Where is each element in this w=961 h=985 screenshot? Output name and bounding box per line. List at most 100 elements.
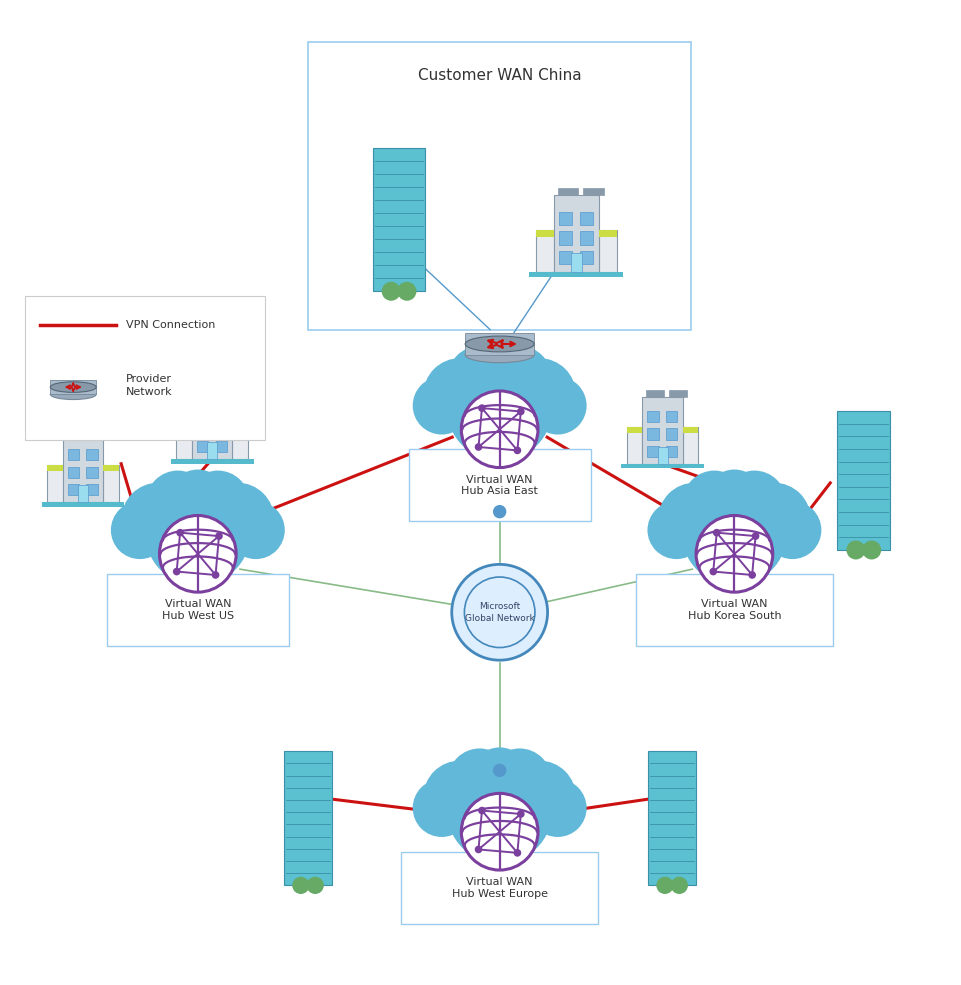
FancyBboxPatch shape bbox=[25, 296, 265, 439]
Ellipse shape bbox=[465, 336, 534, 352]
Circle shape bbox=[169, 470, 227, 528]
Text: Microsoft
Global Network: Microsoft Global Network bbox=[465, 602, 534, 623]
FancyBboxPatch shape bbox=[171, 459, 254, 464]
Circle shape bbox=[412, 779, 471, 837]
Ellipse shape bbox=[465, 347, 534, 362]
FancyBboxPatch shape bbox=[86, 467, 98, 478]
Circle shape bbox=[160, 515, 236, 592]
Circle shape bbox=[682, 471, 746, 534]
FancyBboxPatch shape bbox=[86, 484, 98, 495]
Circle shape bbox=[713, 529, 721, 537]
Circle shape bbox=[173, 567, 181, 575]
FancyBboxPatch shape bbox=[535, 230, 554, 272]
Circle shape bbox=[227, 501, 284, 559]
FancyBboxPatch shape bbox=[107, 574, 289, 646]
Circle shape bbox=[292, 877, 309, 894]
Circle shape bbox=[121, 483, 195, 557]
Text: VPN Connection: VPN Connection bbox=[126, 320, 215, 330]
FancyBboxPatch shape bbox=[682, 427, 699, 432]
FancyBboxPatch shape bbox=[284, 752, 332, 886]
FancyBboxPatch shape bbox=[103, 465, 119, 502]
Circle shape bbox=[749, 571, 756, 579]
Circle shape bbox=[478, 404, 485, 412]
FancyBboxPatch shape bbox=[559, 251, 572, 264]
Circle shape bbox=[658, 483, 731, 557]
FancyBboxPatch shape bbox=[559, 212, 572, 225]
FancyBboxPatch shape bbox=[465, 333, 534, 355]
Circle shape bbox=[517, 408, 525, 416]
FancyBboxPatch shape bbox=[197, 424, 209, 434]
FancyBboxPatch shape bbox=[373, 148, 426, 292]
FancyBboxPatch shape bbox=[643, 397, 682, 464]
Text: Virtual WAN
Hub Asia East: Virtual WAN Hub Asia East bbox=[461, 475, 538, 496]
FancyBboxPatch shape bbox=[216, 441, 227, 452]
Circle shape bbox=[478, 807, 485, 815]
Ellipse shape bbox=[50, 382, 96, 392]
Text: Virtual WAN
Hub West Europe: Virtual WAN Hub West Europe bbox=[452, 877, 548, 898]
Circle shape bbox=[503, 760, 576, 834]
FancyBboxPatch shape bbox=[218, 385, 236, 392]
FancyBboxPatch shape bbox=[67, 467, 79, 478]
Circle shape bbox=[529, 779, 586, 837]
Circle shape bbox=[763, 501, 822, 559]
Circle shape bbox=[215, 532, 223, 540]
FancyBboxPatch shape bbox=[233, 422, 248, 459]
Circle shape bbox=[737, 483, 811, 557]
Circle shape bbox=[447, 757, 553, 863]
FancyBboxPatch shape bbox=[627, 427, 643, 464]
Circle shape bbox=[461, 391, 538, 468]
Circle shape bbox=[176, 529, 184, 537]
Circle shape bbox=[862, 541, 881, 559]
FancyBboxPatch shape bbox=[216, 406, 227, 418]
FancyBboxPatch shape bbox=[648, 752, 696, 886]
FancyBboxPatch shape bbox=[648, 411, 658, 423]
FancyBboxPatch shape bbox=[558, 188, 579, 195]
FancyBboxPatch shape bbox=[559, 231, 572, 244]
FancyBboxPatch shape bbox=[47, 465, 62, 502]
FancyBboxPatch shape bbox=[682, 427, 699, 464]
FancyBboxPatch shape bbox=[666, 445, 678, 457]
Circle shape bbox=[448, 749, 511, 812]
FancyBboxPatch shape bbox=[176, 422, 192, 459]
Circle shape bbox=[752, 532, 759, 540]
Circle shape bbox=[513, 446, 521, 454]
Circle shape bbox=[517, 810, 525, 818]
FancyBboxPatch shape bbox=[402, 852, 598, 924]
FancyBboxPatch shape bbox=[580, 231, 593, 244]
Circle shape bbox=[423, 760, 497, 834]
Circle shape bbox=[656, 877, 674, 894]
FancyBboxPatch shape bbox=[308, 42, 691, 330]
Circle shape bbox=[471, 345, 529, 403]
FancyBboxPatch shape bbox=[571, 253, 582, 272]
FancyBboxPatch shape bbox=[86, 449, 98, 461]
Circle shape bbox=[201, 483, 274, 557]
FancyBboxPatch shape bbox=[50, 380, 96, 394]
Circle shape bbox=[493, 763, 506, 777]
Circle shape bbox=[503, 359, 576, 431]
Ellipse shape bbox=[50, 389, 96, 400]
FancyBboxPatch shape bbox=[627, 427, 643, 432]
Text: Customer WAN China: Customer WAN China bbox=[418, 68, 581, 83]
Circle shape bbox=[398, 282, 416, 300]
Circle shape bbox=[186, 471, 250, 534]
Text: Provider
Network: Provider Network bbox=[126, 373, 173, 397]
Circle shape bbox=[211, 571, 219, 579]
FancyBboxPatch shape bbox=[554, 195, 599, 272]
Circle shape bbox=[382, 282, 401, 300]
FancyBboxPatch shape bbox=[66, 428, 85, 435]
FancyBboxPatch shape bbox=[648, 428, 658, 439]
Circle shape bbox=[493, 505, 506, 518]
FancyBboxPatch shape bbox=[530, 272, 623, 278]
Circle shape bbox=[529, 376, 586, 434]
FancyBboxPatch shape bbox=[669, 390, 686, 397]
Circle shape bbox=[648, 501, 705, 559]
Circle shape bbox=[475, 845, 482, 853]
Circle shape bbox=[709, 567, 717, 575]
Circle shape bbox=[452, 564, 548, 660]
Circle shape bbox=[146, 471, 209, 534]
FancyBboxPatch shape bbox=[176, 422, 192, 428]
Circle shape bbox=[423, 359, 497, 431]
FancyBboxPatch shape bbox=[621, 464, 703, 469]
Circle shape bbox=[471, 748, 529, 806]
Circle shape bbox=[705, 470, 763, 528]
